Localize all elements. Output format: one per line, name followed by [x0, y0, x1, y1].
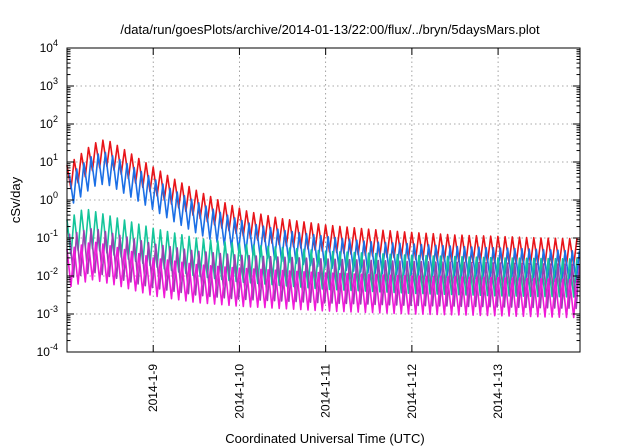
y-tick-label: 104 [40, 38, 58, 55]
y-tick-base: 10 [37, 345, 51, 359]
y-tick-base: 10 [40, 41, 54, 55]
y-tick-exponent: -1 [50, 228, 58, 238]
y-tick-label: 10-1 [37, 228, 58, 245]
y-tick-base: 10 [37, 307, 51, 321]
y-tick-label: 101 [40, 152, 58, 169]
y-tick-base: 10 [37, 231, 51, 245]
y-tick-exponent: -4 [50, 342, 58, 352]
y-axis-label: cSv/day [8, 176, 23, 223]
y-tick-exponent: -2 [50, 266, 58, 276]
x-tick-label: 2014-1-13 [491, 364, 505, 419]
y-tick-base: 10 [40, 155, 54, 169]
y-tick-base: 10 [40, 79, 54, 93]
y-tick-exponent: 2 [53, 114, 58, 124]
y-tick-label: 102 [40, 114, 58, 131]
y-tick-label: 10-3 [37, 304, 58, 321]
x-tick-label: 2014-1-12 [405, 364, 419, 419]
y-tick-label: 103 [40, 76, 58, 93]
y-tick-base: 10 [40, 193, 54, 207]
series-line-5 [66, 241, 578, 319]
y-tick-exponent: 3 [53, 76, 58, 86]
y-tick-label: 10-2 [37, 266, 58, 283]
y-tick-label: 10-4 [37, 342, 58, 359]
x-tick-label: 2014-1-9 [146, 364, 160, 412]
x-tick-label: 2014-1-11 [319, 364, 333, 418]
chart-title: /data/run/goesPlots/archive/2014-01-13/2… [120, 22, 540, 37]
y-tick-base: 10 [40, 117, 54, 131]
y-tick-exponent: 1 [53, 152, 58, 162]
y-tick-exponent: -3 [50, 304, 58, 314]
x-tick-labels: 2014-1-9 2014-1-10 2014-1-11 2014-1-12 2014-… [146, 364, 505, 419]
x-tick-label: 2014-1-10 [232, 364, 246, 419]
x-axis-label: Coordinated Universal Time (UTC) [225, 431, 424, 446]
y-tick-exponent: 0 [53, 190, 58, 200]
y-tick-exponent: 4 [53, 38, 58, 48]
series-line-4 [68, 228, 581, 310]
tick-layer [67, 47, 580, 353]
y-tick-base: 10 [37, 269, 51, 283]
series-layer [66, 139, 581, 319]
y-tick-label: 100 [40, 190, 58, 207]
